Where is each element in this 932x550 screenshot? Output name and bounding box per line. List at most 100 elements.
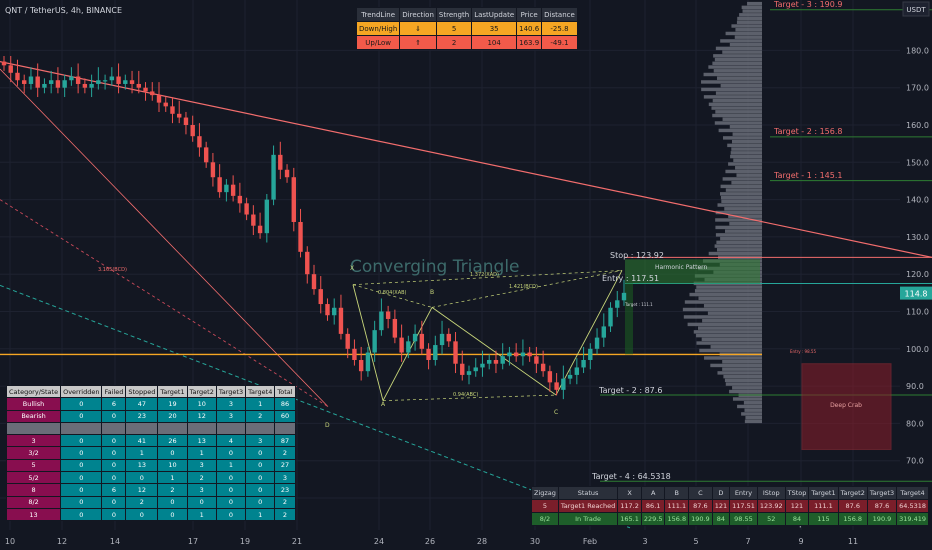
volume-bar [723, 136, 762, 140]
table-cell: 0 [215, 471, 247, 485]
volume-bar [730, 154, 762, 159]
table-cell: 84 [711, 512, 731, 526]
candles [1, 55, 627, 400]
table-row: 5 Target1 Reached 117.2 86.1 111.1 87.6 121 117… [531, 499, 929, 513]
candle-body [264, 199, 270, 234]
header-cell: LastUpdate [471, 7, 518, 22]
volume-bar [720, 236, 762, 241]
x-tick-label: 28 [477, 537, 487, 546]
table-cell: 47 [125, 397, 159, 411]
candle-body [8, 65, 13, 73]
table-row [5, 421, 296, 436]
header-cell: Zigzag [531, 486, 559, 500]
volume-bar [723, 374, 762, 379]
candle-body [129, 80, 135, 84]
volume-bar [698, 296, 762, 301]
candle-body [540, 363, 546, 372]
x-tick-label: 21 [292, 537, 302, 546]
candle-body [554, 382, 559, 390]
table-cell: 12 [125, 483, 159, 497]
header-cell: Target1 [808, 486, 839, 500]
table-cell: 13 [125, 458, 159, 473]
candle-body [237, 195, 243, 204]
table-row: Bearish 0 0 23 20 12 3 2 60 [5, 409, 296, 423]
candle-body [594, 337, 600, 349]
table-cell: 0 [215, 507, 247, 522]
table-cell: 0 [245, 446, 276, 460]
volume-bar [716, 240, 762, 245]
candle-body [345, 333, 350, 349]
candle-body [75, 76, 81, 84]
table-cell: 1 [245, 507, 276, 522]
table-row: Bullish 0 6 47 19 10 3 1 86 [5, 397, 296, 411]
table-row: 3/2 0 0 1 0 1 0 0 2 [5, 446, 296, 460]
table-cell: 163.9 [516, 35, 543, 50]
candle-body [48, 80, 54, 84]
candle-body [513, 352, 519, 357]
volume-bar [701, 87, 762, 92]
ratio-label: 0.804(XAB) [378, 290, 407, 296]
table-row: 3 0 0 41 26 13 4 3 87 [5, 434, 296, 448]
x-tick-label: Feb [583, 537, 597, 546]
candle-body [163, 102, 168, 107]
candle-body [143, 87, 148, 92]
table-cell: 156.8 [664, 512, 690, 526]
volume-bar [729, 389, 762, 394]
candle-body [311, 274, 317, 290]
target-label: Target - 3 : 190.9 [773, 0, 843, 9]
candle-body [278, 154, 283, 170]
table-cell: 2 [274, 446, 296, 460]
volume-bar [722, 367, 762, 371]
volume-bar [731, 139, 762, 144]
candle-body [507, 352, 512, 357]
table-cell: 8 [5, 483, 62, 497]
table-cell [5, 421, 62, 436]
volume-bar [735, 166, 762, 170]
volume-bar [741, 412, 762, 416]
table-cell: 64.5318 [896, 499, 929, 513]
target-label: Target - 2 : 156.8 [773, 127, 843, 136]
table-cell: Up/Low [355, 35, 401, 50]
trend-line-up-low [0, 284, 631, 529]
candle-body [419, 333, 425, 349]
table-row: Zigzag Status X A B C D Entry IStop TStop Target1 T… [531, 486, 929, 500]
volume-bar [715, 46, 762, 51]
harmonic-ratio-line [352, 270, 623, 285]
table-cell: 3 [215, 397, 247, 411]
table-cell: 319.419 [896, 512, 929, 526]
candle-body [561, 378, 566, 390]
table-cell: 123.92 [756, 499, 786, 513]
volume-bar [731, 147, 762, 151]
table-cell: 86 [274, 397, 296, 411]
candle-body [15, 72, 20, 81]
candle-body [35, 76, 40, 88]
header-cell: Target4 [896, 486, 929, 500]
table-cell: 121 [784, 499, 810, 513]
candle-body [22, 80, 27, 84]
harmonic-ratio-line [431, 270, 623, 308]
volume-bar [682, 307, 762, 312]
entry-label: Entry : 117.51 [602, 274, 659, 283]
volume-bar [716, 248, 762, 252]
candle-body [547, 371, 553, 383]
volume-bar [727, 143, 762, 148]
table-cell: 0 [215, 495, 247, 509]
table-cell: 117.2 [617, 499, 642, 513]
candle-body [298, 221, 303, 252]
time-axis[interactable]: 10 12 14 17 19 21 24 26 28 30 Feb 3 5 7 9 11 [5, 537, 858, 546]
table-cell: 60 [274, 409, 296, 423]
volume-bar [737, 404, 762, 409]
table-cell: 1 [186, 507, 217, 522]
volume-bar [722, 359, 762, 364]
table-cell: ⇑ [399, 35, 437, 50]
volume-bar [737, 16, 762, 21]
volume-bar [689, 292, 762, 297]
table-cell: 5/2 [5, 471, 62, 485]
candle-body [453, 341, 458, 364]
candle-body [28, 76, 34, 84]
volume-bar [683, 315, 762, 319]
table-row: 8/2 0 0 2 0 0 0 0 2 [5, 495, 296, 509]
y-tick-label: 170.0 [906, 84, 929, 93]
volume-bar [731, 24, 762, 28]
candle-body [567, 374, 573, 379]
